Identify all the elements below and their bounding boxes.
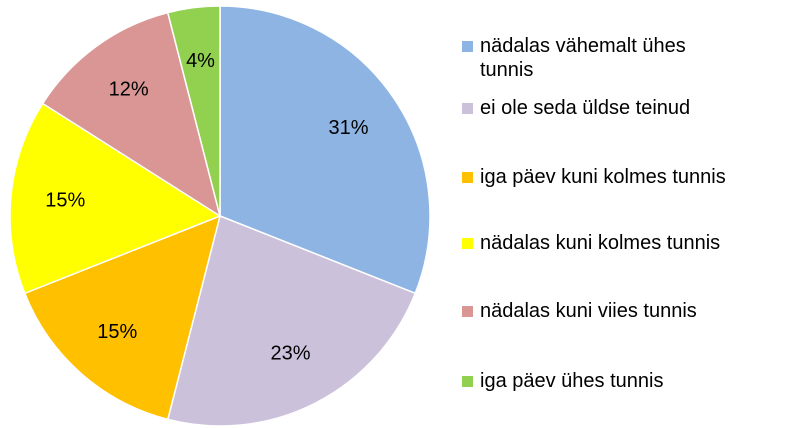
chart: 31% 23% 15% 15% 12% 4% (9, 5, 431, 427)
pie-slice (23, 214, 222, 421)
data-label: 12% (109, 79, 149, 101)
legend-swatch (462, 103, 473, 114)
legend-item: ei ole seda üldse teinud (460, 96, 808, 120)
legend-item: iga päev ühes tunnis (460, 369, 808, 393)
legend-label: ei ole seda üldse teinud (480, 97, 691, 119)
pie-slice (166, 5, 221, 217)
legend-item: nädalas kuni viies tunnis (460, 299, 808, 323)
legend-label: nädalas kuni viies tunnis (480, 300, 697, 322)
pie-slice (166, 214, 417, 427)
legend: nädalas vähemalt ühes tunnis ei ole seda … (460, 0, 808, 428)
legend-item: nädalas vähemalt ühes tunnis (460, 34, 700, 82)
data-label: 4% (186, 50, 215, 72)
legend-item: iga päev kuni kolmes tunnis (460, 165, 808, 189)
legend-swatch (462, 238, 473, 249)
legend-label: iga päev kuni kolmes tunnis (480, 166, 726, 188)
pie-slice (41, 11, 222, 218)
data-label: 15% (45, 190, 85, 212)
legend-swatch (462, 172, 473, 183)
data-label: 23% (271, 343, 311, 365)
legend-swatch (462, 376, 473, 387)
data-label: 31% (329, 117, 369, 139)
legend-swatch (462, 306, 473, 317)
data-label: 15% (97, 321, 137, 343)
pie-slice (9, 102, 222, 295)
legend-swatch (462, 41, 473, 52)
pie-slice (219, 5, 431, 295)
legend-label: iga päev ühes tunnis (480, 370, 664, 392)
legend-label: nädalas vähemalt ühes tunnis (480, 35, 686, 81)
legend-item: nädalas kuni kolmes tunnis (460, 231, 808, 255)
legend-label: nädalas kuni kolmes tunnis (480, 232, 721, 254)
